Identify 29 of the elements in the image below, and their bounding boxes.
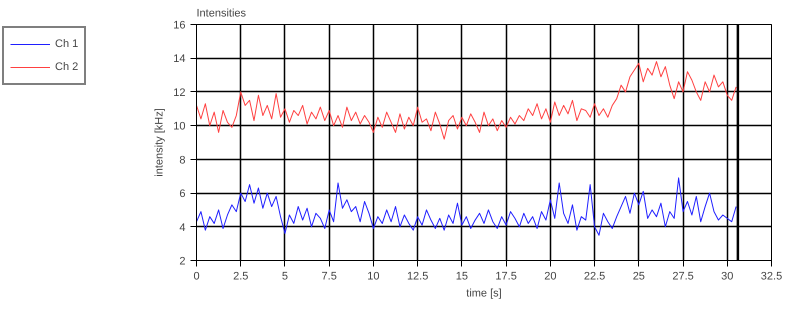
- x-tick-label: 30: [721, 270, 734, 282]
- x-tick-label: 20: [544, 270, 556, 282]
- x-tick-label: 27.5: [672, 270, 694, 282]
- line-series: [196, 61, 737, 140]
- y-tick-label: 8: [179, 154, 186, 166]
- x-tick-label: 17.5: [495, 270, 517, 282]
- y-tick-label: 10: [173, 120, 186, 133]
- y-tick-label: 14: [173, 53, 186, 66]
- x-tick-label: 12.5: [406, 270, 428, 282]
- legend-label: Ch 1: [55, 38, 78, 50]
- line-series: [196, 177, 737, 236]
- y-tick-label: 4: [179, 222, 186, 234]
- y-tick-label: 2: [179, 256, 186, 268]
- y-tick-label: 12: [173, 86, 186, 99]
- x-tick-label: 22.5: [584, 270, 606, 282]
- x-tick-label: 2.5: [233, 270, 248, 282]
- x-tick-label: 10: [367, 270, 380, 282]
- x-tick-label: 15: [456, 270, 468, 282]
- x-tick-label: 32.5: [760, 270, 782, 282]
- x-tick-label: 0: [193, 270, 200, 282]
- y-tick-label: 16: [173, 20, 186, 32]
- y-tick-label: 6: [179, 188, 186, 200]
- chart-title: Intensities: [196, 8, 247, 20]
- x-tick-label: 5: [282, 270, 288, 282]
- x-axis-title: time [s]: [466, 288, 502, 300]
- y-axis-title: intensity [kHz]: [153, 108, 166, 177]
- x-tick-label: 25: [632, 270, 645, 282]
- x-tick-label: 7.5: [322, 270, 337, 282]
- legend-label: Ch 2: [55, 61, 78, 73]
